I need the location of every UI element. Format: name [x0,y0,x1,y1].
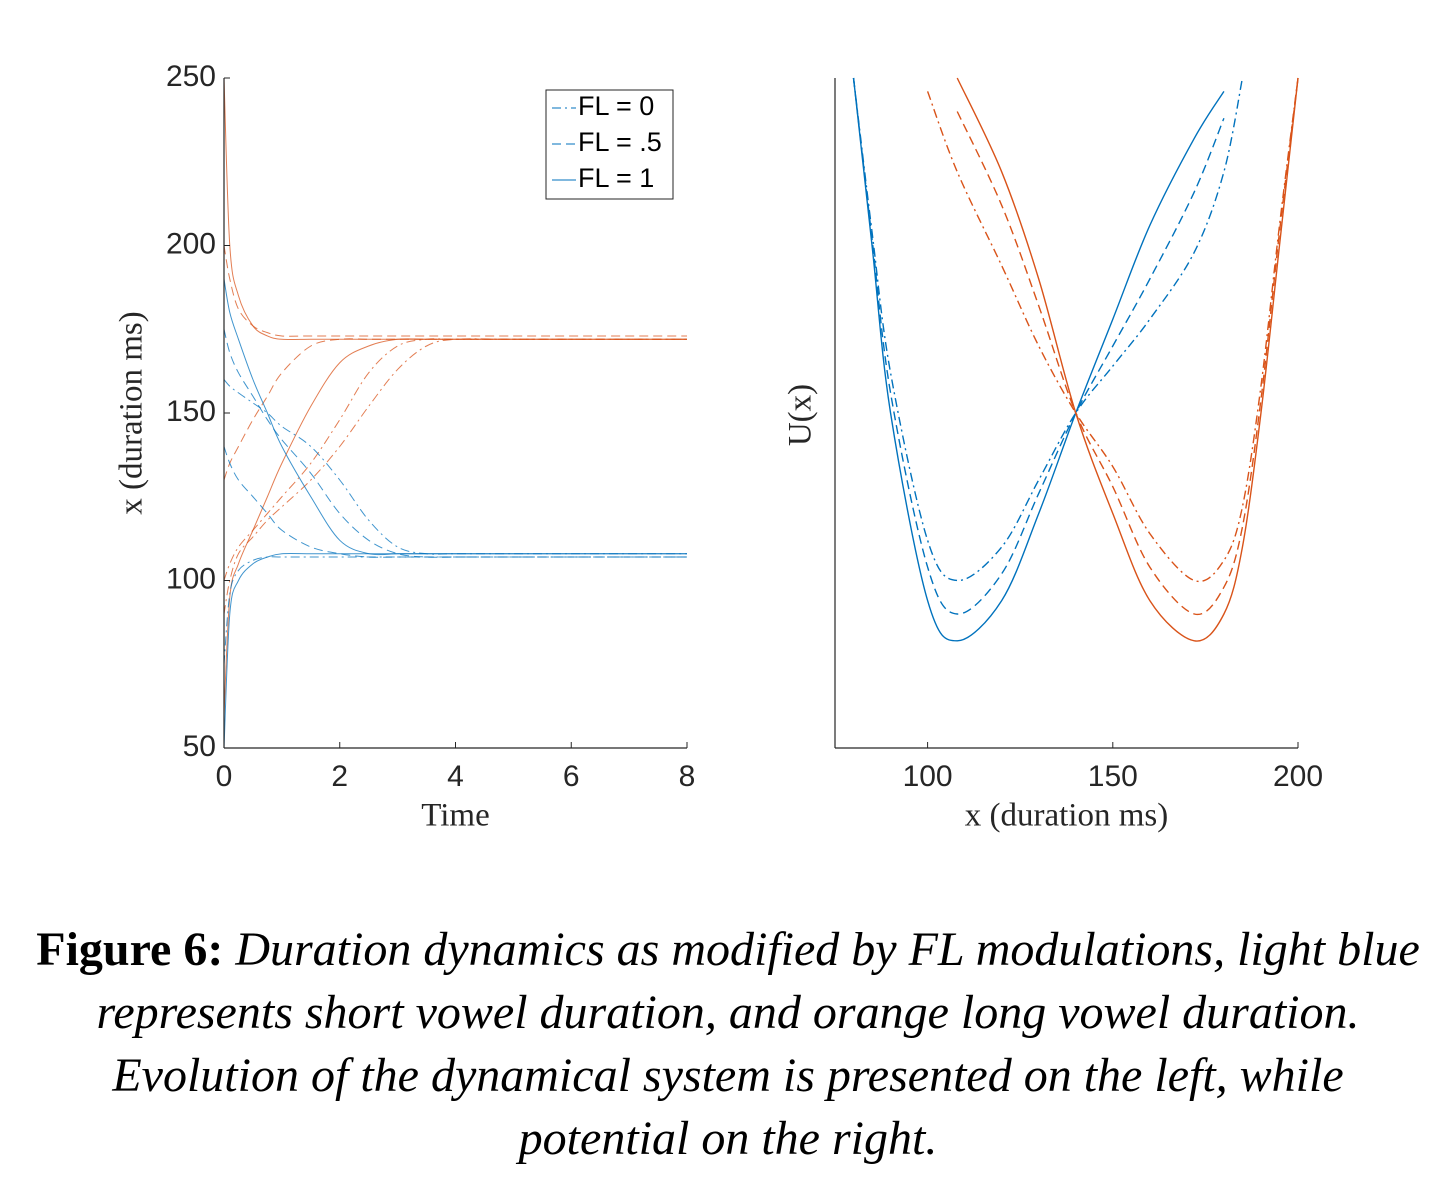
x-tick-label: 100 [903,760,953,793]
y-tick-label: 50 [183,730,216,763]
x-tick-label: 6 [563,760,580,793]
y-tick-label: 200 [166,227,216,260]
y-axis-label: x (duration ms) [114,311,150,514]
legend: FL = 0 FL = .5 FL = 1 [545,89,674,200]
data-line [223,278,687,556]
x-tick-label: 2 [331,760,348,793]
x-tick-label: 0 [216,760,233,793]
data-line [223,379,687,555]
legend-label: FL = 1 [578,163,654,193]
x-tick-label: 150 [1088,760,1138,793]
legend-box [545,89,674,200]
y-tick-label: 150 [166,395,216,428]
data-line [926,77,1299,583]
data-line [223,552,687,749]
data-line [223,329,687,558]
y-axis-label: U(x) [783,384,819,446]
caption-text: Duration dynamics as modified by FL modu… [96,923,1420,1165]
data-line [956,77,1299,642]
data-line [852,77,1225,642]
data-line [956,77,1299,616]
x-tick-label: 200 [1273,760,1323,793]
x-axis-label: x (duration ms) [965,798,1168,834]
caption: Figure 6: Duration dynamics as modified … [30,918,1426,1170]
data-line [852,77,1244,582]
x-tick-label: 4 [447,760,464,793]
y-tick-label: 250 [166,60,216,93]
data-line [223,338,687,615]
data-line [223,338,687,481]
data-line [223,245,687,337]
legend-label: FL = .5 [578,127,662,157]
data-line [223,446,687,558]
figure: 0 2 4 6 8 50 100 150 200 250 Time x (duration ms) FL… [114,60,1323,834]
legend-label: FL = 0 [578,91,654,121]
data-line [223,338,687,581]
data-line [223,556,687,665]
x-tick-label: 8 [679,760,696,793]
data-line [223,338,687,715]
caption-label: Figure 6: [36,923,224,976]
x-axis-label: Time [421,798,489,834]
data-line [852,77,1225,615]
y-tick-label: 100 [166,562,216,595]
